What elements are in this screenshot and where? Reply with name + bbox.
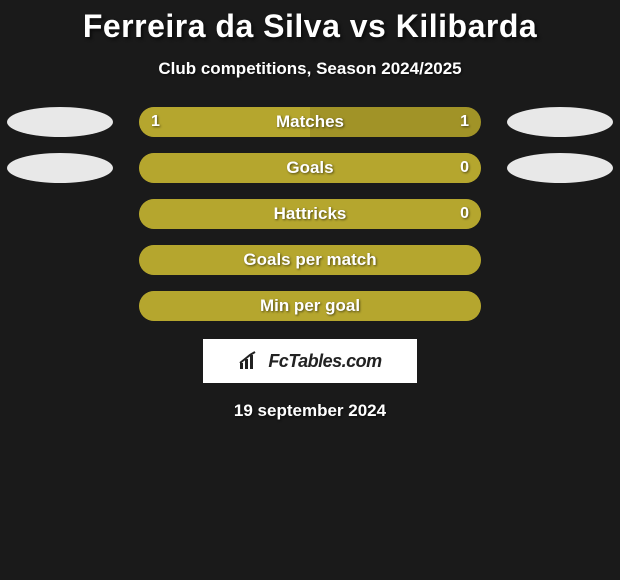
stat-row: 0 Goals [0, 153, 620, 183]
stat-row: Min per goal [0, 291, 620, 321]
stat-label: Hattricks [274, 204, 347, 224]
stat-label: Min per goal [260, 296, 360, 316]
stat-bar: 0 Goals [139, 153, 481, 183]
date-text: 19 september 2024 [0, 401, 620, 421]
stat-bar: Goals per match [139, 245, 481, 275]
logo-badge: FcTables.com [203, 339, 417, 383]
logo-text: FcTables.com [268, 351, 381, 372]
page-title: Ferreira da Silva vs Kilibarda [0, 8, 620, 45]
stat-bar: 0 Hattricks [139, 199, 481, 229]
stat-bar: Min per goal [139, 291, 481, 321]
stat-value-right: 0 [460, 159, 469, 177]
left-ellipse [7, 107, 113, 137]
stat-label: Goals per match [243, 250, 376, 270]
stat-label: Goals [286, 158, 333, 178]
stat-row: 1 1 Matches [0, 107, 620, 137]
stat-value-left: 1 [151, 113, 160, 131]
stat-row: 0 Hattricks [0, 199, 620, 229]
stat-label: Matches [276, 112, 344, 132]
stat-rows: 1 1 Matches 0 Goals 0 Hattricks Goals per match… [0, 107, 620, 321]
stat-value-right: 1 [460, 113, 469, 131]
comparison-card: Ferreira da Silva vs Kilibarda Club comp… [0, 0, 620, 421]
subtitle: Club competitions, Season 2024/2025 [0, 59, 620, 79]
stat-value-right: 0 [460, 205, 469, 223]
right-ellipse [507, 107, 613, 137]
chart-icon [238, 351, 262, 371]
right-ellipse [507, 153, 613, 183]
stat-row: Goals per match [0, 245, 620, 275]
stat-bar: 1 1 Matches [139, 107, 481, 137]
left-ellipse [7, 153, 113, 183]
